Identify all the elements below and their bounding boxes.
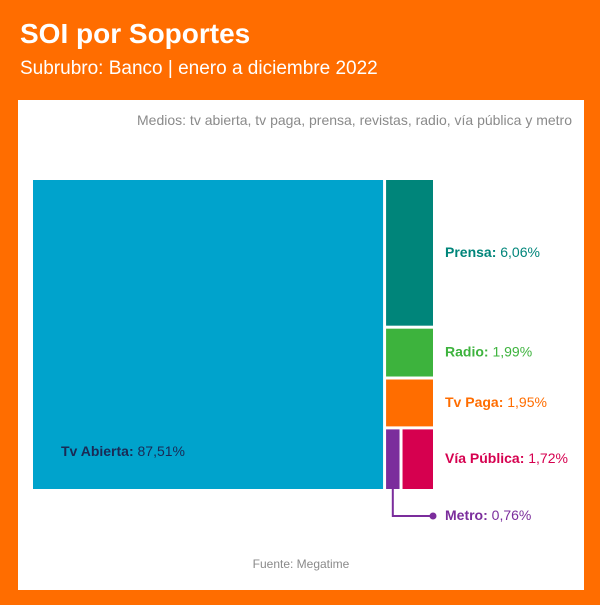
page-subtitle: Subrubro: Banco | enero a diciembre 2022 — [20, 58, 378, 79]
treemap-cell-via-publica — [402, 429, 433, 489]
chart-card: Medios: tv abierta, tv paga, prensa, rev… — [18, 100, 584, 590]
treemap-cell-tv-abierta — [33, 180, 384, 489]
label-metro: Metro: 0,76% — [445, 507, 531, 523]
metro-callout-dot — [429, 512, 437, 520]
media-note: Medios: tv abierta, tv paga, prensa, rev… — [137, 112, 572, 128]
treemap-cell-metro — [386, 429, 400, 489]
treemap-chart: Tv Abierta: 87,51% Prensa: 6,06% Radio: 1,… — [33, 180, 568, 523]
label-prensa: Prensa: 6,06% — [445, 244, 540, 260]
treemap-cell-tv-paga — [386, 379, 433, 427]
source-note: Fuente: Megatime — [252, 557, 350, 571]
treemap-cell-radio — [386, 328, 433, 377]
metro-callout-line — [391, 489, 433, 517]
page-title: SOI por Soportes — [20, 18, 251, 49]
label-tv-abierta: Tv Abierta: 87,51% — [61, 443, 185, 459]
treemap-cell-prensa — [386, 180, 433, 326]
label-via-publica: Vía Pública: 1,72% — [445, 450, 568, 466]
label-tv-paga: Tv Paga: 1,95% — [445, 394, 547, 410]
label-radio: Radio: 1,99% — [445, 343, 532, 359]
